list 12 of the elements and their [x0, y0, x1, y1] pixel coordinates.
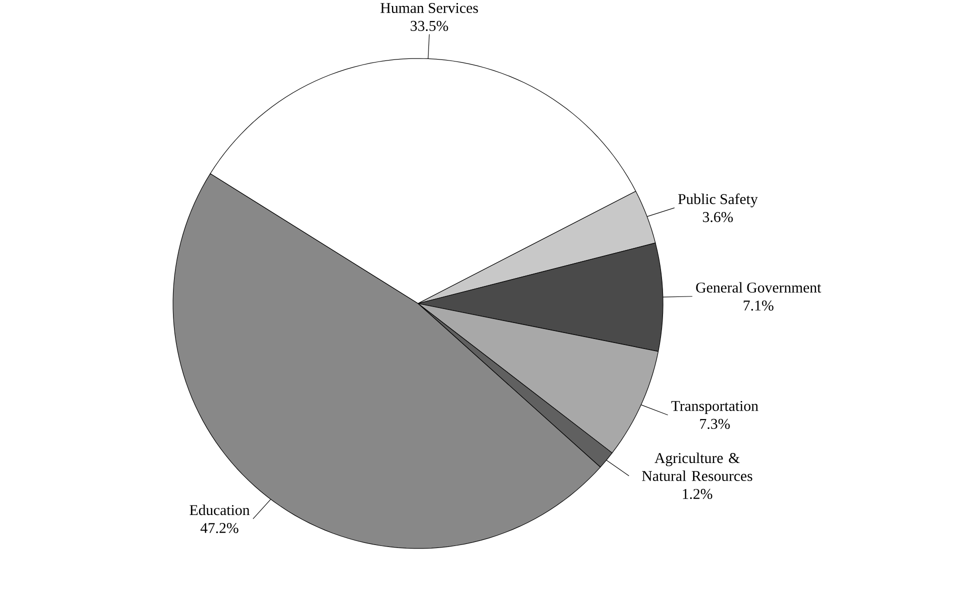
slice-label: Agriculture & Natural Resources	[642, 452, 752, 482]
slice-label: Human Services	[380, 3, 478, 14]
data-label: 3.6%	[702, 212, 733, 222]
data-label: 1.2%	[682, 489, 712, 500]
slice-label: General Government	[696, 282, 822, 293]
data-label: 33.5%	[410, 21, 448, 32]
data-label: 7.1%	[744, 300, 774, 311]
data-label: 7.3%	[700, 419, 730, 430]
slice-label: Education	[190, 504, 250, 516]
slice-label: Transportation	[671, 401, 758, 414]
slice-label: Public Safety	[678, 194, 758, 208]
data-label: 47.2%	[200, 523, 238, 534]
